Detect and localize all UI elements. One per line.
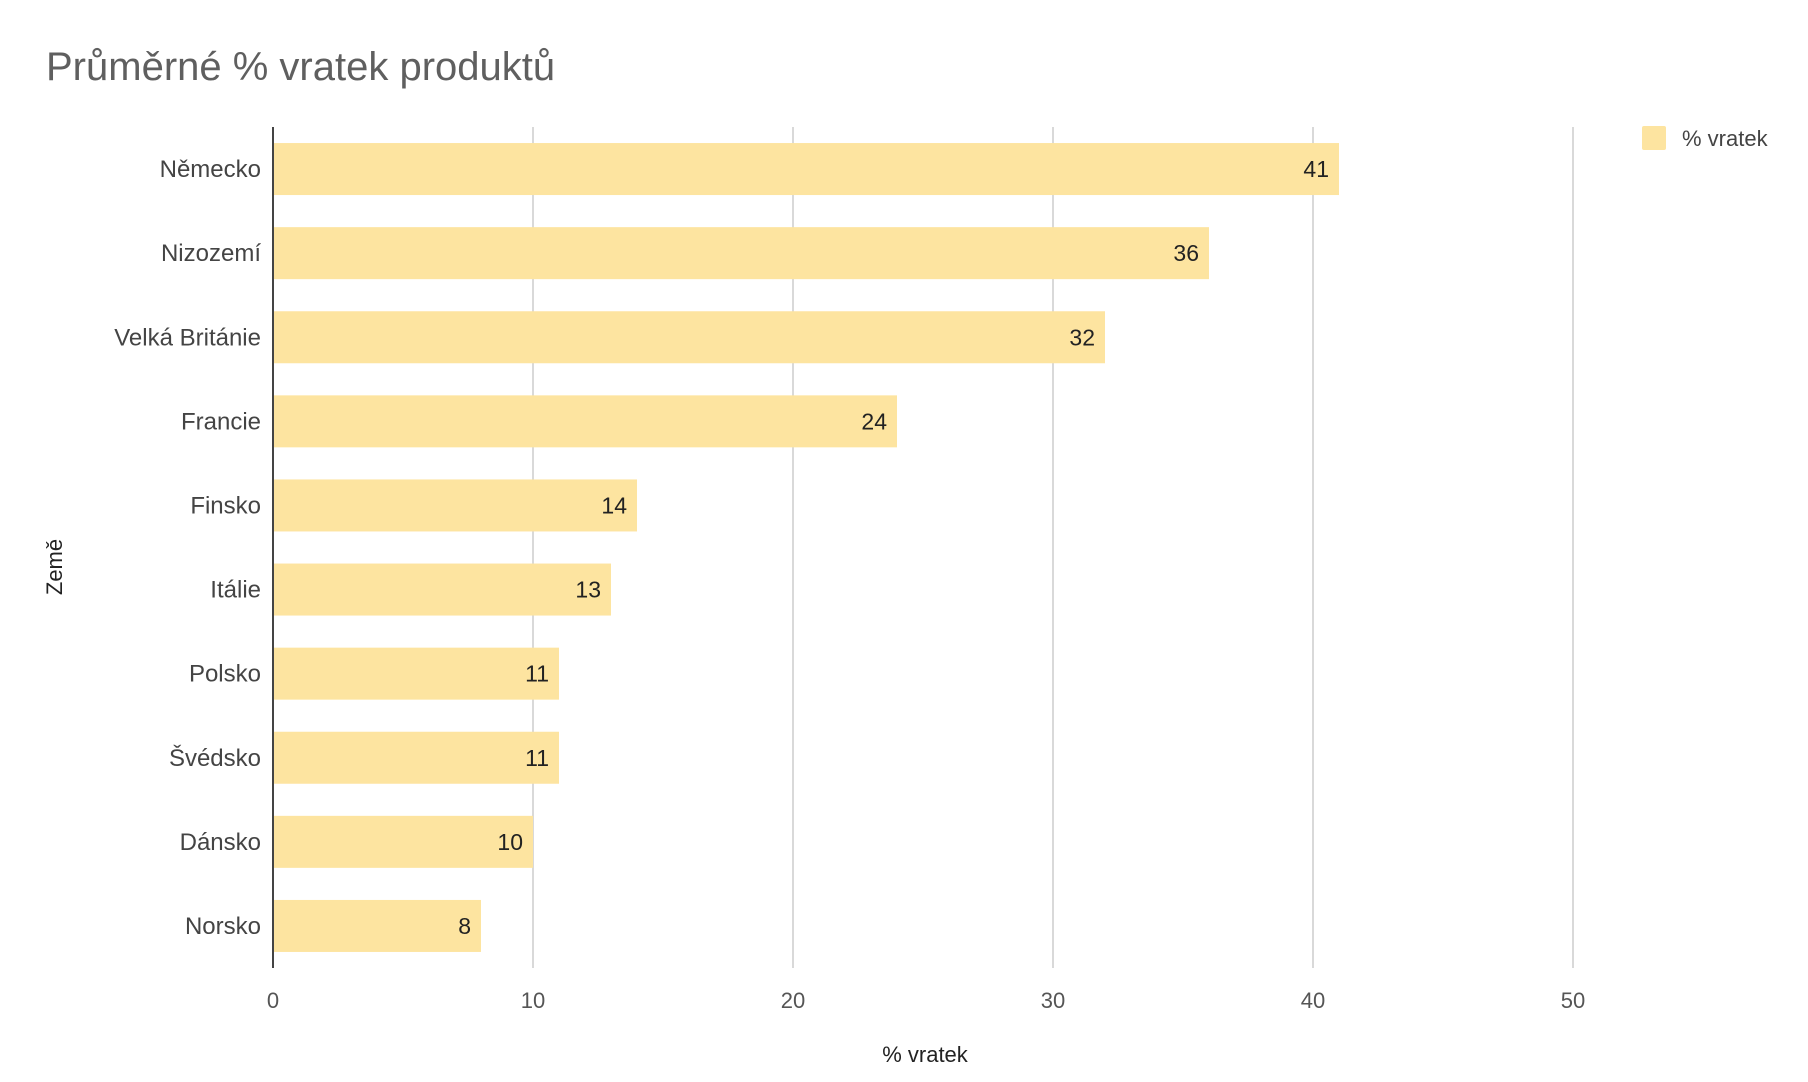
category-label: Nizozemí bbox=[161, 240, 261, 267]
bar bbox=[273, 311, 1105, 364]
x-tick-labels: 0 10 20 30 40 50 bbox=[267, 988, 1585, 1013]
y-axis-title: Země bbox=[42, 539, 67, 595]
data-label: 14 bbox=[601, 492, 627, 518]
data-label: 32 bbox=[1069, 324, 1095, 350]
bar bbox=[273, 899, 481, 952]
x-tick-label: 0 bbox=[267, 988, 279, 1013]
bar bbox=[273, 815, 533, 868]
chart-title: Průměrné % vratek produktů bbox=[46, 45, 555, 89]
data-label: 11 bbox=[525, 661, 549, 687]
data-label: 41 bbox=[1303, 156, 1329, 182]
bar bbox=[273, 563, 611, 616]
category-label: Itálie bbox=[210, 577, 261, 604]
category-label: Německo bbox=[160, 156, 261, 183]
data-label: 13 bbox=[575, 577, 601, 603]
data-label: 36 bbox=[1173, 240, 1199, 266]
x-tick-label: 50 bbox=[1561, 988, 1585, 1013]
category-label: Švédsko bbox=[169, 744, 261, 772]
category-label: Polsko bbox=[189, 661, 261, 688]
bar bbox=[273, 731, 559, 784]
category-label: Norsko bbox=[185, 913, 261, 940]
data-label: 8 bbox=[458, 913, 471, 939]
category-label: Velká Británie bbox=[114, 324, 261, 351]
data-label: 24 bbox=[861, 408, 887, 434]
data-label: 10 bbox=[497, 829, 523, 855]
x-tick-label: 40 bbox=[1301, 988, 1325, 1013]
x-tick-label: 20 bbox=[781, 988, 805, 1013]
data-label: 11 bbox=[525, 745, 549, 771]
legend: % vratek bbox=[1642, 126, 1769, 151]
x-axis-title: % vratek bbox=[882, 1042, 969, 1067]
category-labels: Německo Nizozemí Velká Británie Francie Fins… bbox=[114, 156, 261, 940]
legend-label: % vratek bbox=[1682, 126, 1769, 151]
legend-swatch bbox=[1642, 126, 1666, 150]
category-label: Dánsko bbox=[180, 829, 261, 856]
bar bbox=[273, 479, 637, 532]
category-label: Finsko bbox=[190, 492, 261, 519]
bar bbox=[273, 395, 897, 448]
bar bbox=[273, 647, 559, 700]
bar bbox=[273, 227, 1209, 280]
x-tick-label: 10 bbox=[521, 988, 545, 1013]
x-tick-label: 30 bbox=[1041, 988, 1065, 1013]
bars bbox=[273, 143, 1339, 952]
category-label: Francie bbox=[181, 408, 261, 435]
data-labels: 41 36 32 24 14 13 11 11 10 8 bbox=[458, 156, 1329, 939]
bar bbox=[273, 143, 1339, 196]
